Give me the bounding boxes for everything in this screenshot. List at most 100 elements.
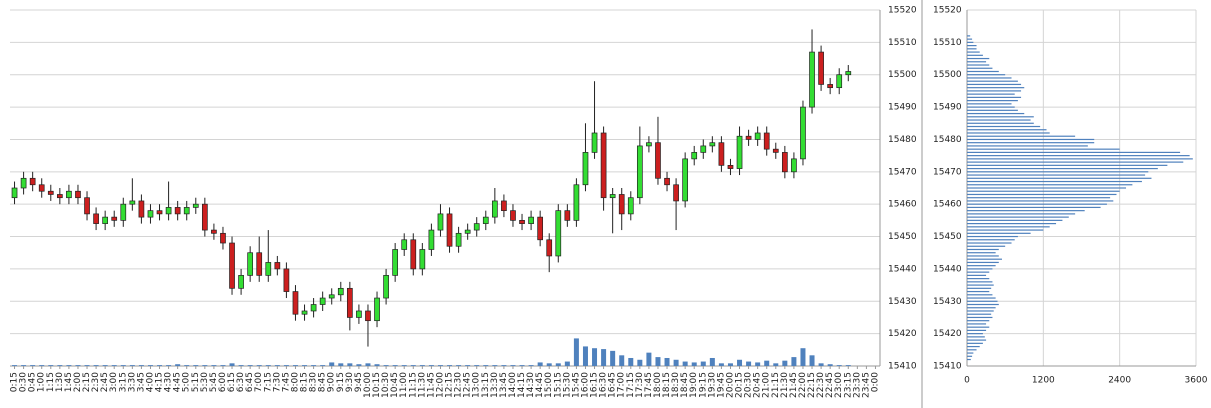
- volume-bar: [410, 365, 416, 366]
- volume-bar: [691, 362, 697, 366]
- profile-bar: [967, 339, 987, 341]
- profile-bar: [967, 164, 1168, 166]
- candle-body: [120, 203, 127, 221]
- x-tick-label: 15:15: [553, 372, 563, 398]
- volume-bar: [610, 350, 616, 366]
- candle-body: [455, 232, 462, 247]
- profile-bar: [967, 70, 999, 73]
- profile-bar: [967, 333, 983, 335]
- profile-bar: [967, 206, 1101, 209]
- volume-bar: [211, 365, 217, 366]
- candle-body: [510, 210, 516, 221]
- volume-bar: [229, 363, 235, 366]
- profile-bar: [967, 326, 990, 328]
- x-tick-label: 21:00: [762, 372, 772, 398]
- candle-body: [700, 145, 707, 153]
- y-tick-label: 15510: [888, 38, 917, 48]
- x-tick-label: 20:30: [744, 372, 754, 398]
- x-tick-label: 23:30: [852, 372, 862, 398]
- candle-body: [600, 132, 607, 199]
- volume-bar: [519, 365, 525, 366]
- profile-bar: [967, 132, 1050, 134]
- x-tick-label: 23:45: [861, 372, 871, 398]
- x-tick-label: 13:15: [481, 372, 491, 398]
- x-tick-label: 11:30: [417, 372, 427, 398]
- y-tick-label: 15410: [888, 362, 917, 372]
- profile-bar: [967, 287, 992, 289]
- candle-body: [591, 132, 598, 153]
- x-tick-label: 2:30: [91, 372, 101, 392]
- profile-bar: [967, 103, 1012, 105]
- volume-bar: [48, 365, 54, 366]
- profile-bar: [967, 320, 990, 322]
- profile-bar: [967, 109, 1018, 111]
- x-tick-label: 9:15: [336, 372, 346, 392]
- profile-bar: [967, 278, 990, 280]
- candle-body: [482, 216, 489, 224]
- y-tick-label: 15520: [888, 6, 917, 16]
- profile-bar: [967, 281, 993, 283]
- x-tick-label: 22:45: [825, 372, 835, 398]
- candle-body: [582, 152, 589, 186]
- volume-bar: [102, 365, 108, 366]
- candle-body: [56, 194, 63, 199]
- candle-body: [211, 229, 217, 234]
- profile-bar: [967, 193, 1117, 196]
- x-tick-label: 4:45: [173, 372, 183, 392]
- profile-bar: [967, 180, 1142, 183]
- x-tick-label: 3:00: [109, 372, 119, 392]
- profile-bar: [967, 61, 987, 63]
- x-tick-label: 7:45: [281, 372, 291, 392]
- candle-body: [745, 135, 752, 140]
- profile-bar: [967, 294, 993, 296]
- x-tick-label: 21:15: [771, 372, 781, 398]
- x-tick-label: 16:15: [590, 372, 600, 398]
- profile-bar: [967, 96, 1022, 98]
- x-tick-label: 22:00: [798, 372, 808, 398]
- profile-bar: [967, 210, 1085, 212]
- volume-bar: [673, 359, 679, 366]
- candle-body: [111, 216, 118, 221]
- x-tick-label: 16:30: [599, 372, 609, 398]
- x-tick-label: 0:30: [19, 372, 29, 392]
- volume-bar: [637, 359, 643, 366]
- x-tick-label: 6:45: [245, 372, 255, 392]
- profile-bar: [967, 307, 996, 309]
- x-tick-label: 18:30: [671, 372, 681, 398]
- volume-bar: [401, 365, 407, 366]
- candle-body: [165, 207, 172, 215]
- profile-bar: [967, 219, 1063, 221]
- profile-bar: [967, 245, 1006, 247]
- x-tick-label: 3:15: [118, 372, 128, 392]
- candle-body: [682, 158, 689, 202]
- candle-body: [283, 268, 290, 292]
- volume-bar: [447, 365, 453, 366]
- x-tick-label: 23:00: [834, 372, 844, 398]
- x-tick-label: 19:15: [698, 372, 708, 398]
- volume-bar: [157, 365, 163, 366]
- candle-body: [501, 200, 507, 212]
- x-tick-label: 18:15: [662, 372, 672, 398]
- volume-bar: [782, 360, 788, 366]
- x-tick-label: 12:30: [454, 372, 464, 398]
- x-tick-label: 18:45: [680, 372, 690, 398]
- candle-body: [800, 106, 806, 160]
- profile-bar: [967, 355, 973, 357]
- x-tick-label: 11:45: [426, 372, 436, 398]
- x-tick-label: 16:45: [608, 372, 618, 398]
- volume-bar: [311, 365, 317, 366]
- x-tick-label: 15:45: [571, 372, 581, 398]
- candle-body: [428, 229, 435, 250]
- y-tick-label: 15460: [933, 200, 962, 210]
- candle-body: [419, 249, 426, 270]
- x-tick-label: 1:15: [46, 372, 56, 392]
- candle-body: [646, 142, 652, 147]
- candle-body: [238, 275, 244, 289]
- candle-body: [75, 190, 81, 199]
- candle-body: [84, 197, 90, 215]
- candle-body: [528, 216, 534, 224]
- profile-bar: [967, 74, 1006, 76]
- y-tick-label: 15420: [933, 329, 962, 339]
- x-tick-label: 10:30: [381, 372, 391, 398]
- candle-body: [718, 142, 725, 166]
